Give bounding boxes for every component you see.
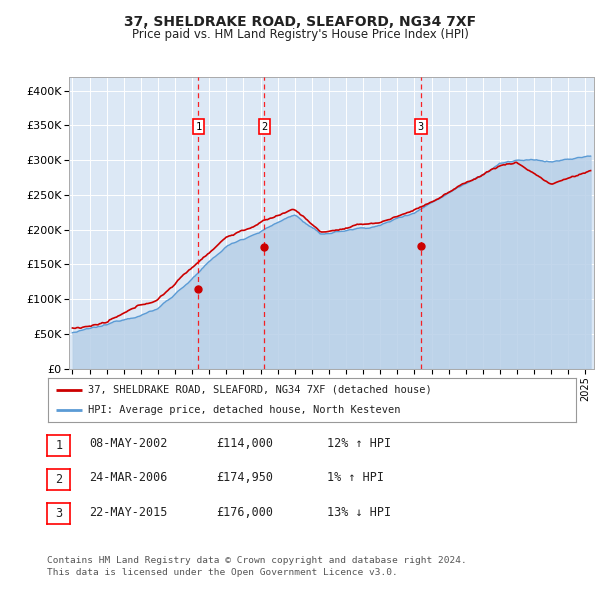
- Text: 37, SHELDRAKE ROAD, SLEAFORD, NG34 7XF: 37, SHELDRAKE ROAD, SLEAFORD, NG34 7XF: [124, 15, 476, 29]
- Text: £176,000: £176,000: [216, 506, 273, 519]
- Text: £114,000: £114,000: [216, 437, 273, 450]
- Text: 1% ↑ HPI: 1% ↑ HPI: [327, 471, 384, 484]
- Text: 13% ↓ HPI: 13% ↓ HPI: [327, 506, 391, 519]
- Text: 24-MAR-2006: 24-MAR-2006: [89, 471, 167, 484]
- Text: 22-MAY-2015: 22-MAY-2015: [89, 506, 167, 519]
- Text: 3: 3: [418, 122, 424, 132]
- Text: £174,950: £174,950: [216, 471, 273, 484]
- Text: 2: 2: [55, 473, 62, 486]
- Text: 1: 1: [196, 122, 202, 132]
- Text: 08-MAY-2002: 08-MAY-2002: [89, 437, 167, 450]
- Text: HPI: Average price, detached house, North Kesteven: HPI: Average price, detached house, Nort…: [88, 405, 400, 415]
- Text: Contains HM Land Registry data © Crown copyright and database right 2024.
This d: Contains HM Land Registry data © Crown c…: [47, 556, 467, 577]
- Text: 3: 3: [55, 507, 62, 520]
- Text: Price paid vs. HM Land Registry's House Price Index (HPI): Price paid vs. HM Land Registry's House …: [131, 28, 469, 41]
- Text: 37, SHELDRAKE ROAD, SLEAFORD, NG34 7XF (detached house): 37, SHELDRAKE ROAD, SLEAFORD, NG34 7XF (…: [88, 385, 431, 395]
- Text: 1: 1: [55, 439, 62, 452]
- Text: 12% ↑ HPI: 12% ↑ HPI: [327, 437, 391, 450]
- Text: 2: 2: [262, 122, 268, 132]
